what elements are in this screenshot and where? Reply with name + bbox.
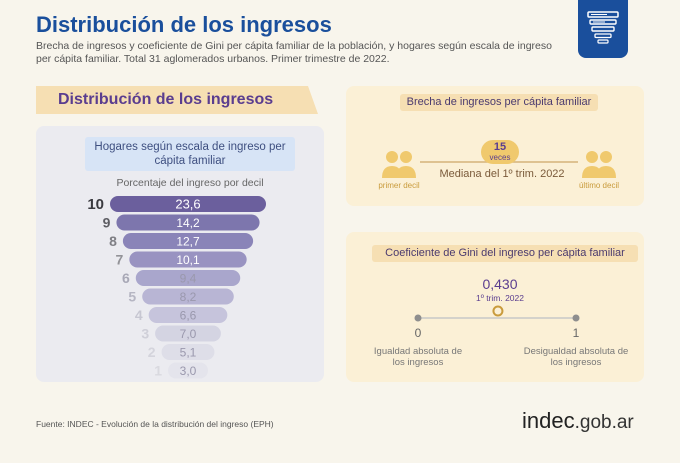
funnel-subheading: Porcentaje del ingreso por decil: [116, 177, 264, 189]
funnel-value-decile-9: 14,2: [176, 216, 200, 230]
funnel-value-decile-1: 3,0: [180, 364, 197, 378]
funnel-label-decile-10: 10: [87, 196, 104, 213]
gini-marker: [492, 305, 504, 317]
gini-value: 0,430: [482, 276, 518, 292]
gini-title: Coeficiente de Gini del ingreso per cápi…: [372, 245, 638, 262]
times-label: veces: [489, 153, 511, 162]
funnel-label-decile-2: 2: [148, 344, 156, 360]
funnel-bar-decile-4: [148, 307, 228, 323]
funnel-value-decile-6: 9,4: [180, 272, 197, 286]
funnel-bar-decile-2: [161, 344, 215, 360]
people-icon: [382, 151, 416, 178]
brand-domain: .gob.ar: [574, 412, 634, 433]
gini-max-caption: Desigualdad absoluta de los ingresos: [523, 346, 629, 368]
gini-period: 1º trim. 2022: [476, 293, 524, 303]
section-ribbon: [36, 86, 318, 114]
funnel-label-decile-1: 1: [154, 363, 162, 379]
funnel-value-decile-3: 7,0: [180, 327, 197, 341]
funnel-value-decile-8: 12,7: [176, 235, 200, 249]
funnel-label-decile-7: 7: [116, 252, 124, 268]
page-subtitle: Brecha de ingresos y coeficiente de Gini…: [36, 40, 552, 65]
funnel-value-decile-7: 10,1: [176, 253, 200, 267]
people-icon: [582, 151, 616, 178]
funnel-value-decile-2: 5,1: [180, 346, 197, 360]
funnel-bar-decile-9: [116, 214, 260, 231]
brand-name: indec: [522, 408, 575, 433]
gini-min-label: 0: [414, 326, 422, 340]
funnel-bar-decile-6: [135, 270, 241, 286]
source-note: Fuente: INDEC - Evolución de la distribu…: [36, 419, 274, 429]
funnel-bar-decile-8: [122, 233, 254, 249]
last-decile-label: último decil: [578, 181, 619, 190]
funnel-bar-decile-10: [110, 196, 266, 212]
section-title: Distribución de los ingresos: [58, 91, 274, 108]
funnel-label-decile-3: 3: [141, 326, 149, 342]
times-value: 15: [493, 141, 507, 153]
funnel-bar-decile-3: [155, 325, 221, 342]
funnel-value-decile-5: 8,2: [180, 290, 197, 304]
times-badge: 15 veces: [481, 140, 519, 164]
funnel-heading: Hogares según escala de ingreso per cápi…: [85, 137, 295, 171]
funnel-bar-decile-5: [142, 288, 234, 305]
brecha-title: Brecha de ingresos per cápita familiar: [400, 94, 598, 111]
gini-max-dot: [572, 314, 580, 322]
median-label: Mediana del 1º trim. 2022: [439, 168, 565, 180]
page-title: Distribución de los ingresos: [36, 12, 332, 37]
funnel-value-decile-10: 23,6: [175, 197, 200, 212]
gini-max-label: 1: [572, 326, 580, 340]
funnel-bar-decile-7: [129, 251, 247, 268]
funnel-label-decile-9: 9: [103, 215, 111, 231]
stacked-bars-icon: [587, 11, 619, 44]
gini-min-caption: Igualdad absoluta de los ingresos: [373, 346, 463, 368]
funnel-bar-decile-1: [168, 362, 208, 379]
indec-logo-badge: [578, 0, 628, 58]
indec-brand-logo: indec.gob.ar: [522, 408, 634, 434]
first-decile-label: primer decil: [378, 181, 420, 190]
gini-min-dot: [414, 314, 422, 322]
funnel-label-decile-4: 4: [135, 307, 143, 323]
funnel-label-decile-6: 6: [122, 270, 130, 286]
funnel-label-decile-5: 5: [128, 289, 136, 305]
funnel-label-decile-8: 8: [109, 233, 117, 249]
funnel-value-decile-4: 6,6: [180, 309, 197, 323]
